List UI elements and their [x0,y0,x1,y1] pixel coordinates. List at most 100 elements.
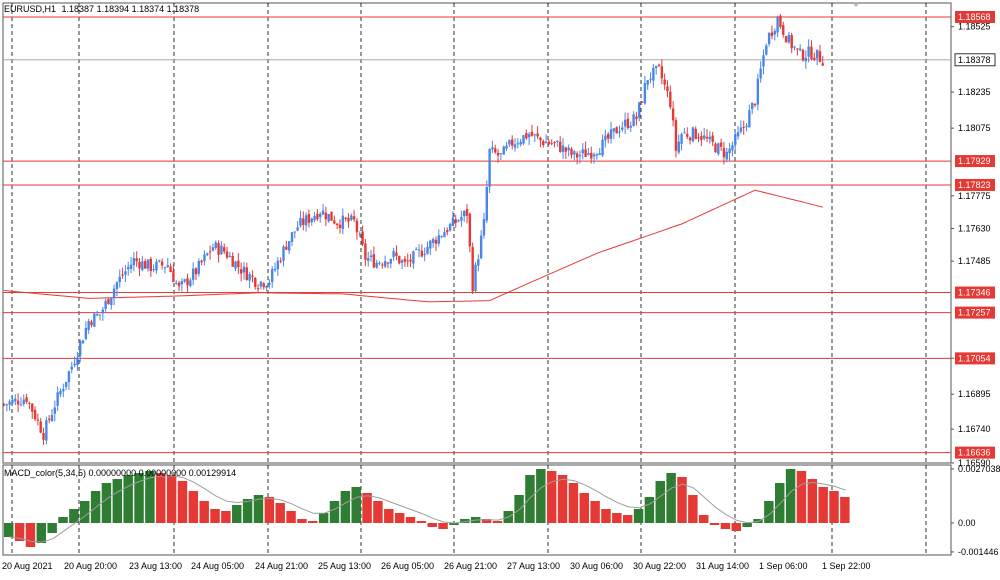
macd-bar [677,477,687,523]
macd-bar [622,515,633,523]
candle-up [581,149,584,154]
candle-up [175,282,178,284]
candle-up [598,153,601,155]
level-price-label: 1.17823 [958,180,991,190]
candle-down [420,250,424,257]
macd-bar [525,475,535,523]
candle-down [256,288,260,290]
candle-up [203,254,206,262]
candle-down [107,298,110,305]
candle-up [652,67,655,81]
candle-up [612,128,616,132]
candle-up [158,260,161,262]
macd-bar [666,473,676,523]
candle-up [776,17,779,33]
candle-up [708,136,712,140]
macd-bar [742,523,752,527]
candle-down [700,136,703,141]
candle-up [556,140,559,142]
candle-down [231,255,234,267]
candle-up [440,236,443,238]
candle-down [90,321,93,326]
candle-up [513,144,517,148]
candle-down [149,258,153,272]
candle-up [59,390,62,395]
level-price-label: 1.17257 [958,308,991,318]
candle-up [14,398,17,402]
candle-up [479,235,483,259]
x-axis-tick-label: 25 Aug 13:00 [318,561,371,571]
candle-down [262,283,265,288]
candle-up [53,407,57,414]
macd-bar [807,479,818,523]
level-price-tag [955,155,995,168]
candle-down [615,127,618,134]
candle-up [112,288,116,298]
candle-up [734,134,737,145]
candle-up [762,55,765,67]
candle-down [39,421,42,433]
candle-down [666,86,669,92]
candle-up [118,276,121,283]
triangle-down-icon[interactable] [852,2,860,7]
level-price-tag [955,352,995,365]
candle-down [542,140,545,146]
y-axis-tick-label: 1.18235 [958,87,991,97]
candle-down [25,397,28,403]
candle-up [98,314,102,316]
candle-down [494,148,497,153]
macd-y-axis-tick-label: -0.001446 [958,547,999,557]
candle-down [316,213,319,220]
candle-up [485,187,488,221]
candle-up [482,219,486,236]
candle-down [138,261,141,269]
candle-up [773,30,776,35]
candle-down [245,267,249,281]
candle-down [237,260,240,267]
level-price-tag [955,446,995,459]
candle-down [719,142,723,147]
candle-down [468,213,472,247]
candle-up [76,357,79,366]
candle-up [152,269,155,271]
candle-down [352,216,356,220]
macd-bar [492,521,503,523]
macd-bar [514,495,524,523]
candle-down [753,103,757,106]
macd-bar [536,469,546,523]
macd-bar [612,513,622,523]
candle-down [347,217,350,222]
candle-up [798,48,802,51]
x-axis-tick-label: 23 Aug 13:00 [129,561,182,571]
candle-down [364,243,367,260]
macd-bar [405,517,416,523]
candle-down [406,260,409,262]
candle-down [810,46,813,60]
candle-down [801,49,805,61]
candle-up [290,232,294,242]
macd-signal-line [9,475,846,543]
macd-bar [318,513,329,523]
macd-bar [698,515,709,523]
ohlc-values: 1.18387 1.18394 1.18374 1.18378 [61,4,200,14]
macd-bar [4,523,14,537]
candle-up [793,46,796,48]
candle-up [573,151,576,155]
candle-up [45,420,48,441]
x-axis-tick-label: 1 Sep 06:00 [759,561,808,571]
y-axis-tick-label: 1.17485 [958,256,991,266]
candle-up [296,227,299,231]
candle-down [564,147,568,152]
y-axis-tick-label: 1.16590 [958,458,991,468]
macd-bar [373,501,383,523]
candle-up [629,125,632,128]
macd-bar [14,523,25,541]
x-axis-tick-label: 26 Aug 05:00 [381,561,434,571]
macd-pane-frame [2,464,952,556]
current-price-tag [954,53,996,67]
macd-bar [36,523,47,543]
macd-bar [590,501,600,523]
candle-up [22,399,25,405]
